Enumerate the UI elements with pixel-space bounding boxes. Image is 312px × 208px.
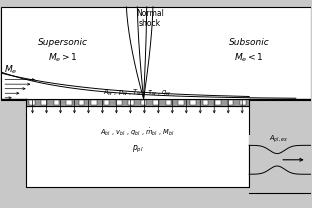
- Text: $A_{pl,ex}$: $A_{pl,ex}$: [269, 134, 288, 145]
- Bar: [1, 7, 311, 100]
- Bar: [228, 100, 233, 105]
- Bar: [26, 106, 249, 187]
- Bar: [249, 135, 311, 197]
- Bar: [178, 100, 184, 105]
- Bar: [203, 100, 208, 105]
- Text: Supersonic: Supersonic: [38, 37, 88, 47]
- Bar: [54, 100, 59, 105]
- Text: $M_e > 1$: $M_e > 1$: [48, 51, 78, 64]
- Bar: [153, 100, 159, 105]
- Text: $p_{pl}$: $p_{pl}$: [131, 144, 143, 155]
- Bar: [91, 100, 97, 105]
- Bar: [116, 100, 121, 105]
- Text: $A_{bl}$ , $v_{bl}$ , $q_{bl}$ , $\dot{m}_{bl}$ , $M_{bl}$: $A_{bl}$ , $v_{bl}$ , $q_{bl}$ , $\dot{m…: [100, 126, 175, 138]
- Text: $A_w$ , $p_w$ , $T_w$ , $\tau_w$ , $q_w$: $A_w$ , $p_w$ , $T_w$ , $\tau_w$ , $q_w$: [103, 88, 172, 98]
- Bar: [79, 100, 84, 105]
- Text: Subsonic: Subsonic: [229, 37, 270, 47]
- Bar: [104, 100, 109, 105]
- Bar: [128, 100, 134, 105]
- Bar: [191, 100, 196, 105]
- Bar: [26, 99, 249, 106]
- Bar: [166, 100, 171, 105]
- Bar: [66, 100, 72, 105]
- Bar: [141, 100, 146, 105]
- Bar: [41, 100, 47, 105]
- Text: $M_e < 1$: $M_e < 1$: [234, 51, 264, 64]
- Text: $M_e$: $M_e$: [4, 64, 17, 76]
- Bar: [240, 100, 246, 105]
- Bar: [29, 100, 35, 105]
- Bar: [215, 100, 221, 105]
- Text: Normal
shock: Normal shock: [136, 9, 164, 28]
